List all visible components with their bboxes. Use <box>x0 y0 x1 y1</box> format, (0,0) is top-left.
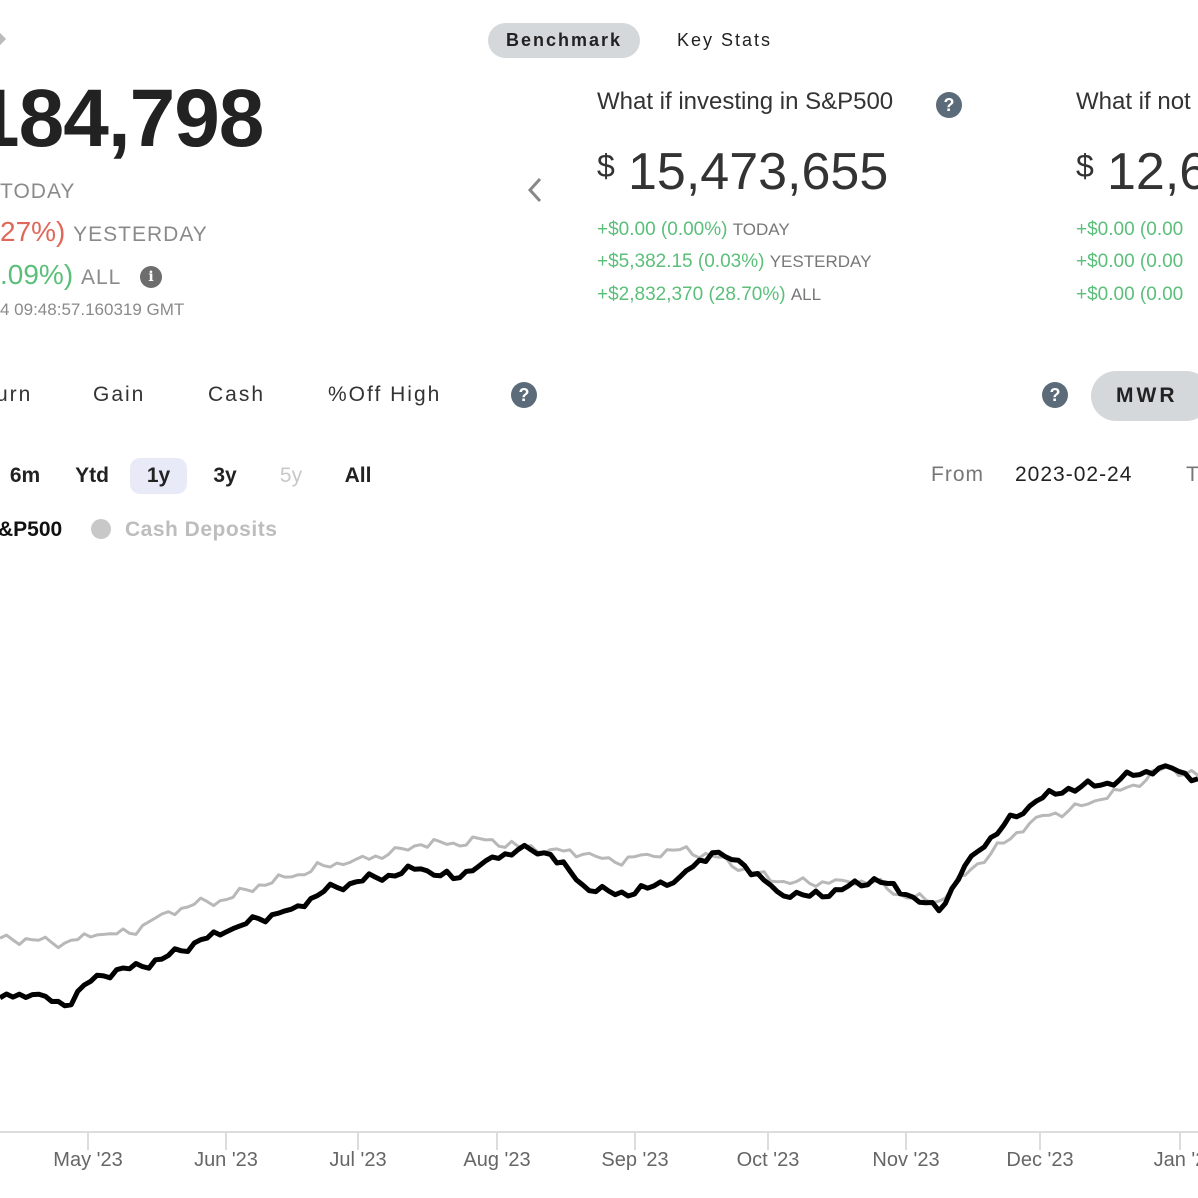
today-label: TODAY <box>0 180 76 203</box>
x-tick-label: Jul '23 <box>329 1149 386 1171</box>
stat-value: +$5,382.15 (0.03%) <box>597 251 765 272</box>
x-tick-label: Oct '23 <box>737 1149 800 1171</box>
x-tick-label: Dec '23 <box>1006 1149 1073 1171</box>
card-sp500-value: 15,473,655 <box>628 143 889 201</box>
x-tick-label: May '23 <box>53 1149 122 1171</box>
x-tick-label: Sep '23 <box>601 1149 668 1171</box>
help-icon[interactable]: ? <box>936 92 962 118</box>
tab-benchmark[interactable]: Benchmark <box>488 23 641 58</box>
tab-gain[interactable]: Gain <box>93 383 146 406</box>
card-not-all: +$0.00 (0.00 <box>1076 284 1184 305</box>
card-sp500-all: +$2,832,370 (28.70%) ALL <box>597 284 821 306</box>
range-5y-button: 5y <box>279 464 303 487</box>
portfolio-value: 184,798 <box>0 73 264 164</box>
card-sp500-currency: $ <box>597 148 615 184</box>
legend-cash-dot <box>91 519 111 539</box>
range-3y-button[interactable]: 3y <box>213 464 237 487</box>
range-6m-button[interactable]: 6m <box>9 464 41 487</box>
range-1y-button[interactable]: 1y <box>130 458 187 494</box>
left-arrow-partial-icon <box>0 31 7 47</box>
from-date-input[interactable]: 2023-02-24 <box>1015 463 1133 486</box>
to-label: T <box>1186 463 1198 486</box>
tab-off-high[interactable]: %Off High <box>328 383 442 406</box>
yesterday-label: YESTERDAY <box>73 223 208 246</box>
last-updated-timestamp: 4 09:48:57.160319 GMT <box>0 300 185 319</box>
stat-label: YESTERDAY <box>769 252 872 271</box>
card-sp500-today: +$0.00 (0.00%) TODAY <box>597 219 790 241</box>
range-ytd-button[interactable]: Ytd <box>75 464 109 487</box>
card-not-yesterday: +$0.00 (0.00 <box>1076 251 1184 272</box>
stat-label: ALL <box>790 285 822 304</box>
x-tick-label: Jun '23 <box>194 1149 258 1171</box>
card-not-today: +$0.00 (0.00 <box>1076 219 1184 240</box>
card-not-currency: $ <box>1076 148 1094 184</box>
help-icon[interactable]: ? <box>511 382 537 408</box>
tab-return[interactable]: urn <box>0 383 33 406</box>
x-tick-label: Jan '2 <box>1154 1149 1198 1171</box>
stat-value: +$0.00 (0.00%) <box>597 219 728 240</box>
card-sp500-yesterday: +$5,382.15 (0.03%) YESTERDAY <box>597 251 871 273</box>
legend-cash-deposits[interactable]: Cash Deposits <box>125 518 278 541</box>
all-pct: .09%) <box>0 259 74 290</box>
info-icon[interactable]: i <box>140 266 162 288</box>
card-not-value: 12,6 <box>1107 143 1198 201</box>
help-icon[interactable]: ? <box>1042 382 1068 408</box>
range-all-button[interactable]: All <box>344 464 372 487</box>
x-tick-label: Nov '23 <box>872 1149 939 1171</box>
portfolio-line <box>0 763 1198 1009</box>
all-label: ALL <box>80 266 122 289</box>
stat-label: TODAY <box>732 220 790 239</box>
tab-key-stats[interactable]: Key Stats <box>677 30 773 50</box>
card-not-title: What if not <box>1076 88 1191 115</box>
performance-chart: May '23 Jun '23 Jul '23 Aug '23 Sep '23 Oct '… <box>0 763 1198 1171</box>
yesterday-change: 27%) YESTERDAY <box>0 216 208 248</box>
stat-value: +$2,832,370 (28.70%) <box>597 284 786 305</box>
mwr-toggle-button[interactable]: MWR <box>1091 371 1198 421</box>
benchmark-line <box>0 765 1198 950</box>
from-label: From <box>931 463 984 486</box>
legend-portfolio-series[interactable]: &P500 <box>0 518 63 541</box>
yesterday-pct: 27%) <box>0 216 66 247</box>
all-change: .09%) ALL <box>0 259 121 291</box>
tab-cash[interactable]: Cash <box>208 383 266 406</box>
chevron-left-icon[interactable] <box>526 176 544 204</box>
x-tick-label: Aug '23 <box>463 1149 530 1171</box>
card-sp500-title: What if investing in S&P500 <box>597 88 894 115</box>
